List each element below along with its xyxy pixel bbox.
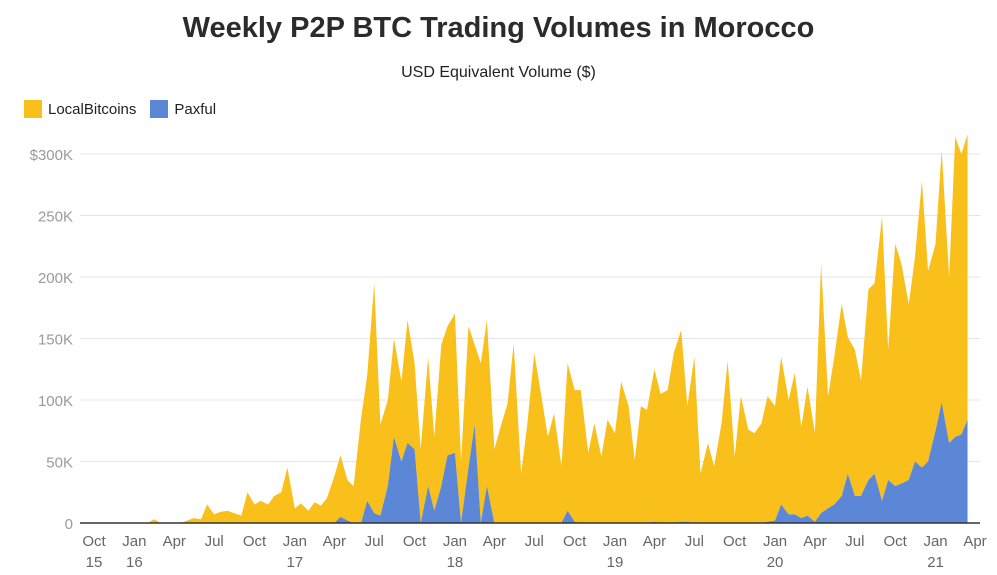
x-tick-label: Jan xyxy=(923,533,947,550)
x-tick-label: Oct xyxy=(723,533,747,550)
x-tick-year: 21 xyxy=(927,554,944,571)
y-tick-label: 150K xyxy=(38,332,73,349)
y-tick-label: 100K xyxy=(38,393,73,410)
legend-swatch-localbitcoins xyxy=(24,100,42,118)
x-tick-label: Oct xyxy=(884,533,908,550)
legend-label-paxful: Paxful xyxy=(174,100,217,118)
x-tick-label: Jan xyxy=(603,533,627,550)
x-tick-label: Apr xyxy=(323,533,346,550)
y-tick-label: $300K xyxy=(30,147,73,164)
x-tick-label: Oct xyxy=(82,533,106,550)
x-tick-label: Jan xyxy=(283,533,307,550)
area-paxful xyxy=(94,402,968,523)
y-tick-label: 250K xyxy=(38,209,73,226)
x-tick-label: Apr xyxy=(803,533,826,550)
x-tick-year: 16 xyxy=(126,554,143,571)
x-tick-label: Jan xyxy=(443,533,467,550)
x-tick-label: Apr xyxy=(483,533,506,550)
x-tick-year: 17 xyxy=(287,554,304,571)
x-tick-label: Jan xyxy=(122,533,146,550)
x-tick-year: 19 xyxy=(607,554,624,571)
x-tick-label: Jul xyxy=(685,533,704,550)
x-tick-label: Oct xyxy=(403,533,427,550)
x-tick-label: Apr xyxy=(963,533,986,550)
legend-item-paxful[interactable]: Paxful xyxy=(150,100,216,118)
x-tick-label: Jul xyxy=(205,533,224,550)
legend: LocalBitcoins Paxful xyxy=(24,100,216,118)
x-tick-label: Apr xyxy=(643,533,666,550)
x-tick-year: 15 xyxy=(86,554,103,571)
legend-item-localbitcoins[interactable]: LocalBitcoins xyxy=(24,100,136,118)
x-tick-label: Jan xyxy=(763,533,787,550)
y-tick-label: 50K xyxy=(46,455,73,472)
y-tick-label: 0 xyxy=(65,516,73,533)
x-tick-label: Apr xyxy=(163,533,186,550)
legend-label-localbitcoins: LocalBitcoins xyxy=(48,100,137,118)
x-tick-label: Oct xyxy=(563,533,587,550)
x-tick-label: Jul xyxy=(365,533,384,550)
x-tick-label: Jul xyxy=(845,533,864,550)
x-tick-label: Jul xyxy=(525,533,544,550)
y-tick-label: 200K xyxy=(38,270,73,287)
area-localbitcoins xyxy=(94,134,968,523)
chart-title: Weekly P2P BTC Trading Volumes in Morocc… xyxy=(182,12,815,44)
chart-subtitle: USD Equivalent Volume ($) xyxy=(401,64,596,81)
x-tick-year: 18 xyxy=(447,554,464,571)
x-tick-label: Oct xyxy=(243,533,267,550)
legend-swatch-paxful xyxy=(150,100,169,118)
x-tick-year: 20 xyxy=(767,554,784,571)
